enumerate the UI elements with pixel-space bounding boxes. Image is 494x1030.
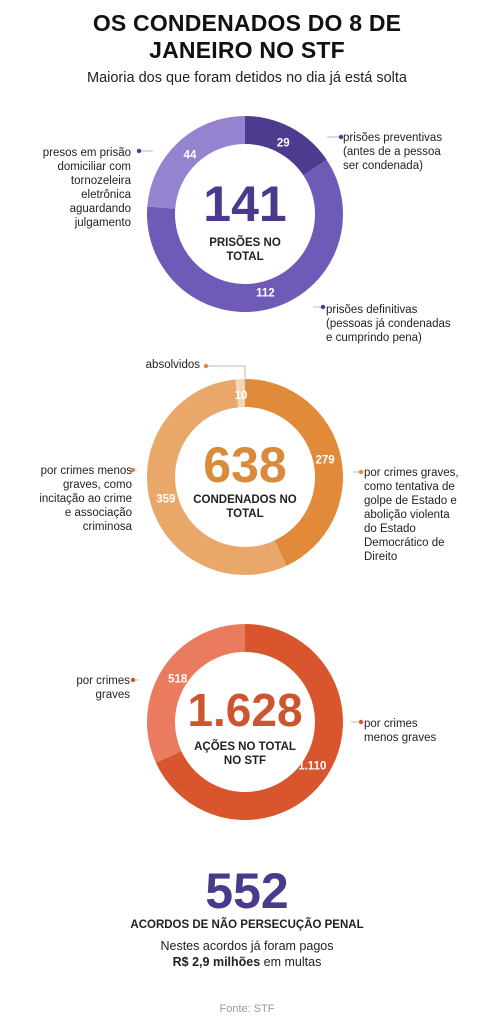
slice-value-label: 1.110 [298,760,326,772]
annotation-crimes-menos-graves-acoes: por crimes menos graves [364,718,437,744]
donut-slice [147,159,343,312]
leader-dot [203,363,209,369]
acordos-note: Nestes acordos já foram pagos R$ 2,9 mil… [0,938,494,970]
donut-slice [235,379,245,408]
annotation-prisao-domiciliar: presos em prisão domiciliar com tornozel… [42,147,131,229]
slice-value-label: 29 [277,138,290,150]
acordos-suffix: em multas [260,955,322,969]
donut-slice [245,379,343,566]
total-acoes-number: 1.628 [187,684,303,736]
leader-dot [136,148,142,154]
donut-slice [146,624,245,763]
slice-value-label: 10 [235,390,248,402]
acordos-amount: R$ 2,9 milhões [172,955,261,969]
slice-value-label: 112 [256,287,275,299]
total-condenados-number: 638 [203,437,287,493]
annotation-crimes-graves-acoes: por crimes graves [76,675,130,701]
leader-dot [338,134,344,140]
leader-line [206,365,246,384]
acordos-note-line1: Nestes acordos já foram pagos [160,939,334,953]
acordos-note-line2: R$ 2,9 milhões em multas [0,954,494,970]
donut-slice [147,116,245,209]
donut-chart-acoes: 1.110 518 [130,624,364,820]
total-prisoes-number: 141 [203,176,287,232]
donut-slice [245,116,327,176]
leader-dot [358,469,364,475]
total-condenados-label: CONDENADOS NO TOTAL [193,494,297,520]
source-note: Fonte: STF [219,1003,275,1015]
page-title: OS CONDENADOS DO 8 DE JANEIRO NO STF [92,10,402,63]
leader-dot [358,719,364,725]
slice-value-label: 44 [184,150,197,162]
donut-slice [155,624,343,820]
acordos-title: ACORDOS DE NÃO PERSECUÇÃO PENAL [130,919,364,931]
slice-value-label: 518 [168,674,188,686]
total-acoes-label: AÇÕES NO TOTAL NO STF [194,741,296,767]
donut-chart-condenados: 279 359 10 [130,363,364,575]
acordos-number: 552 [205,863,289,919]
annotation-prisoes-definitivas: prisões definitivas (pessoas já condenad… [326,304,451,344]
leader-dot [130,467,136,473]
slice-value-label: 359 [156,494,175,506]
annotation-crimes-menos-graves-condenados: por crimes menos graves, como incitação … [39,465,132,533]
slice-value-label: 279 [315,454,334,466]
leader-dot [130,677,136,683]
donut-chart-prisoes: 29 112 44 [136,116,344,312]
donut-slice [146,379,287,575]
annotation-prisoes-preventivas: prisões preventivas (antes de a pessoa s… [343,132,443,172]
total-prisoes-label: PRISÕES NO TOTAL [209,237,281,263]
leader-dot [320,304,326,310]
annotation-absolvidos: absolvidos [145,359,200,371]
page-subtitle: Maioria dos que foram detidos no dia já … [87,70,407,86]
annotation-crimes-graves-condenados: por crimes graves, como tentativa de gol… [364,467,459,563]
